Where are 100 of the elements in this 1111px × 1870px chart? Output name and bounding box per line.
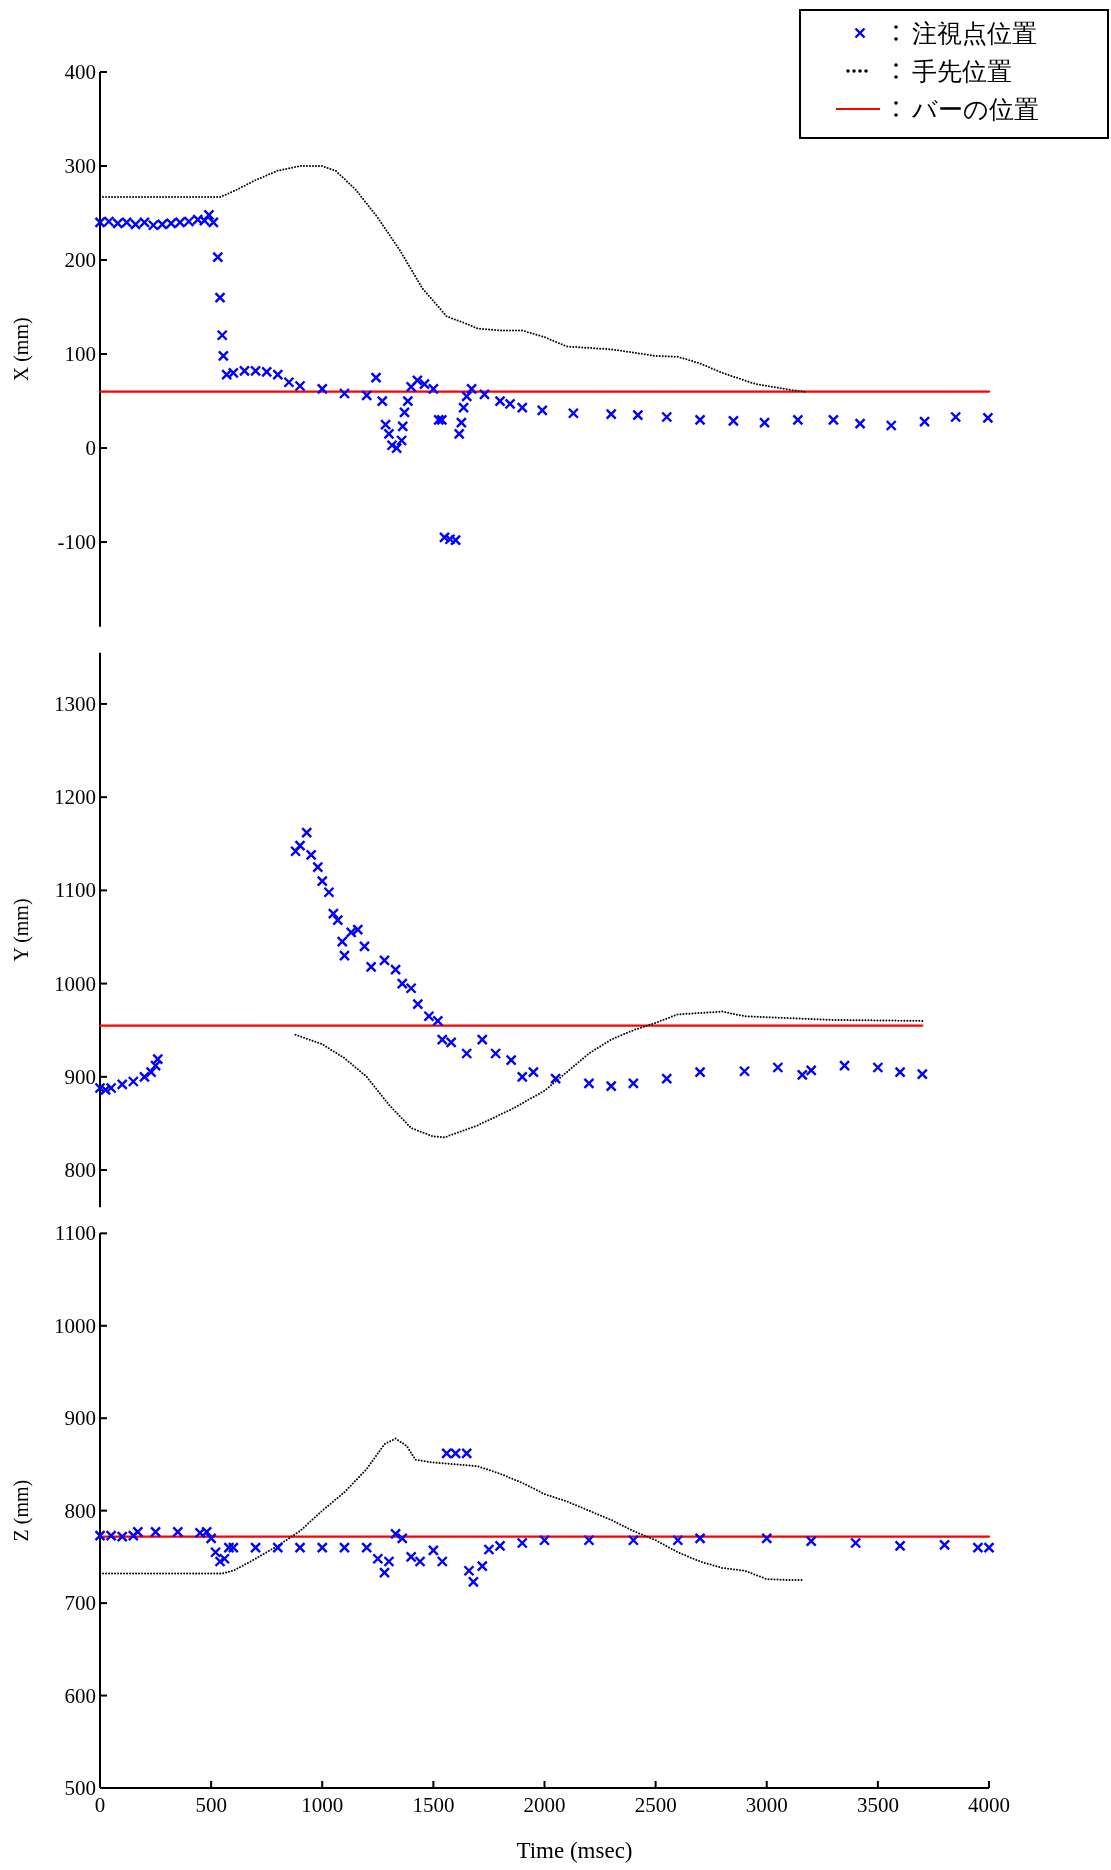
point	[152, 1053, 164, 1065]
point	[332, 914, 344, 926]
y-tick-label: 900	[64, 1064, 96, 1089]
point	[467, 1576, 480, 1588]
y-tick-label: 200	[64, 248, 96, 273]
point	[694, 1066, 706, 1078]
point	[365, 961, 377, 973]
point	[661, 1072, 673, 1085]
y-axis-title: Y (mm)	[10, 898, 33, 962]
point	[772, 1061, 784, 1074]
y-tick-label: 400	[64, 60, 96, 84]
point	[223, 1541, 235, 1554]
point	[209, 1546, 222, 1558]
point	[412, 998, 424, 1010]
point	[145, 1066, 157, 1078]
point	[323, 886, 335, 898]
point	[389, 1528, 402, 1540]
y-tick-label: 800	[64, 1158, 96, 1183]
point	[476, 1033, 488, 1046]
point	[894, 1066, 906, 1078]
point	[316, 1541, 328, 1554]
point	[172, 1526, 184, 1538]
legend-label: 注視点位置	[912, 19, 1037, 47]
point	[436, 1555, 448, 1568]
y-tick-label: 600	[64, 1683, 96, 1708]
x-tick-label: 2000	[523, 1793, 566, 1817]
point	[476, 1560, 488, 1572]
x-tick-label: 3500	[856, 1793, 899, 1817]
y-tick-label: 900	[64, 1406, 96, 1431]
point	[805, 1064, 817, 1076]
point	[227, 1541, 240, 1554]
y-tick-label: 1000	[54, 1313, 96, 1338]
point	[627, 1077, 640, 1090]
point	[305, 849, 317, 861]
point	[761, 1532, 773, 1545]
point	[538, 1534, 551, 1546]
point	[805, 1535, 817, 1547]
point	[672, 1534, 684, 1546]
point	[738, 1065, 751, 1077]
point	[338, 949, 351, 962]
point	[316, 875, 328, 887]
point	[627, 1534, 640, 1546]
y-tick-label: 0	[85, 436, 96, 461]
y-tick-label: 300	[64, 154, 96, 179]
point	[300, 826, 313, 839]
point	[312, 861, 324, 873]
x-tick-label: 500	[195, 1793, 227, 1817]
point	[132, 1526, 144, 1538]
point	[405, 1551, 417, 1563]
point	[505, 1054, 517, 1066]
point	[361, 1541, 373, 1554]
point	[527, 1066, 540, 1078]
y-tick-label: 700	[64, 1591, 96, 1616]
line-series	[294, 1010, 924, 1139]
point	[378, 1566, 391, 1579]
point	[489, 1047, 502, 1060]
point	[894, 1540, 906, 1552]
point	[872, 1061, 884, 1074]
point	[358, 940, 371, 953]
y-tick-label: 800	[64, 1498, 96, 1523]
point	[214, 1555, 226, 1568]
point	[938, 1539, 951, 1551]
point	[838, 1059, 851, 1072]
point	[378, 954, 391, 966]
y-tick-label: 1300	[54, 691, 96, 716]
point	[423, 1010, 435, 1022]
point	[549, 1072, 562, 1085]
x-tick-label: 3000	[745, 1793, 788, 1817]
y-tick-label: 1100	[54, 1221, 96, 1246]
point	[516, 1537, 528, 1549]
y-tick-label: 1100	[54, 878, 96, 903]
point	[149, 1059, 162, 1072]
x-tick-label: 2500	[634, 1793, 677, 1817]
point	[289, 845, 302, 857]
point	[294, 839, 306, 852]
point	[405, 982, 417, 994]
point	[916, 1068, 929, 1080]
point	[396, 1532, 408, 1545]
point	[583, 1077, 595, 1090]
point	[389, 963, 402, 976]
point	[138, 1071, 151, 1083]
x-tick-label: 4000	[968, 1793, 1010, 1817]
point	[336, 935, 348, 948]
legend-label: バーの位置	[911, 95, 1039, 123]
point	[249, 1541, 262, 1554]
x-axis-title: Time (msec)	[516, 1838, 633, 1863]
y-tick-label: -100	[57, 530, 96, 555]
point	[338, 1541, 351, 1554]
y-tick-label: 1200	[54, 785, 96, 810]
point	[396, 977, 408, 990]
point	[272, 1541, 284, 1554]
point	[327, 907, 340, 920]
point	[149, 1526, 162, 1538]
x-tick-label: 1000	[301, 1793, 344, 1817]
y-tick-label: 500	[64, 1776, 96, 1800]
point	[414, 1555, 426, 1568]
point	[583, 1534, 595, 1546]
point	[205, 1532, 217, 1545]
y-axis-title: X (mm)	[10, 317, 33, 382]
point	[427, 1544, 440, 1557]
